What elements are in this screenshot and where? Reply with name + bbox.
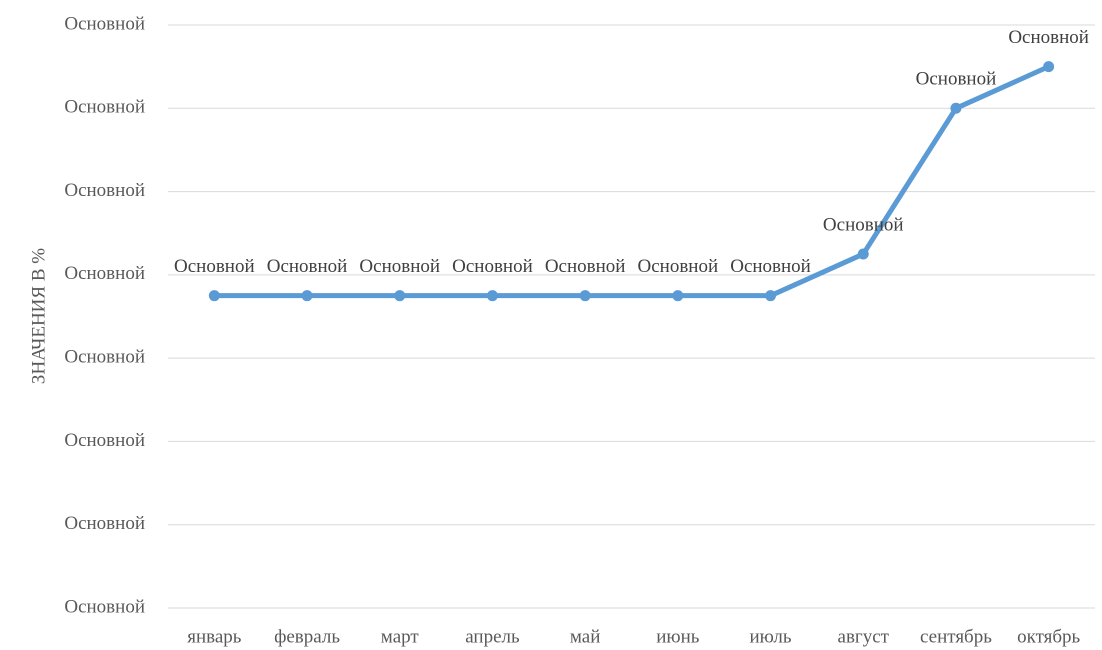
y-tick-label: Основной <box>64 347 145 368</box>
x-tick-label: январь <box>187 626 242 647</box>
y-axis-label: ЗНАЧЕНИЯ В % <box>28 248 49 384</box>
point <box>857 248 869 260</box>
data-label: Основной <box>452 256 533 277</box>
y-tick-label: Основной <box>64 430 145 451</box>
data-label: Основной <box>730 256 811 277</box>
data-label: Основной <box>1008 27 1089 48</box>
x-tick-label: июль <box>750 626 792 647</box>
data-label: Основной <box>823 214 904 235</box>
y-tick-label: Основной <box>64 513 145 534</box>
x-tick-label: июнь <box>656 626 700 647</box>
point <box>208 290 220 302</box>
point <box>486 290 498 302</box>
point <box>950 102 962 114</box>
x-tick-label: февраль <box>274 626 340 647</box>
line <box>214 64 1050 299</box>
point <box>579 290 591 302</box>
y-tick-label: Основной <box>64 13 145 34</box>
point <box>672 290 684 302</box>
point <box>1043 61 1055 73</box>
x-tick-label: май <box>570 626 601 647</box>
data-label: Основной <box>267 256 348 277</box>
data-label: Основной <box>359 256 440 277</box>
data-label: Основной <box>174 256 255 277</box>
point <box>765 290 777 302</box>
y-tick-label: Основной <box>64 180 145 201</box>
point <box>394 290 406 302</box>
y-tick-label: Основной <box>64 97 145 118</box>
y-tick-label: Основной <box>64 596 145 617</box>
x-tick-label: октябрь <box>1017 626 1080 647</box>
x-tick-label: март <box>381 626 420 647</box>
x-tick-label: сентябрь <box>920 626 992 647</box>
data-label: Основной <box>545 256 626 277</box>
data-label: Основной <box>916 69 997 90</box>
x-tick-label: август <box>838 626 890 647</box>
x-tick-label: апрель <box>465 626 520 647</box>
data-label: Основной <box>638 256 719 277</box>
point <box>301 290 313 302</box>
y-tick-label: Основной <box>64 263 145 284</box>
